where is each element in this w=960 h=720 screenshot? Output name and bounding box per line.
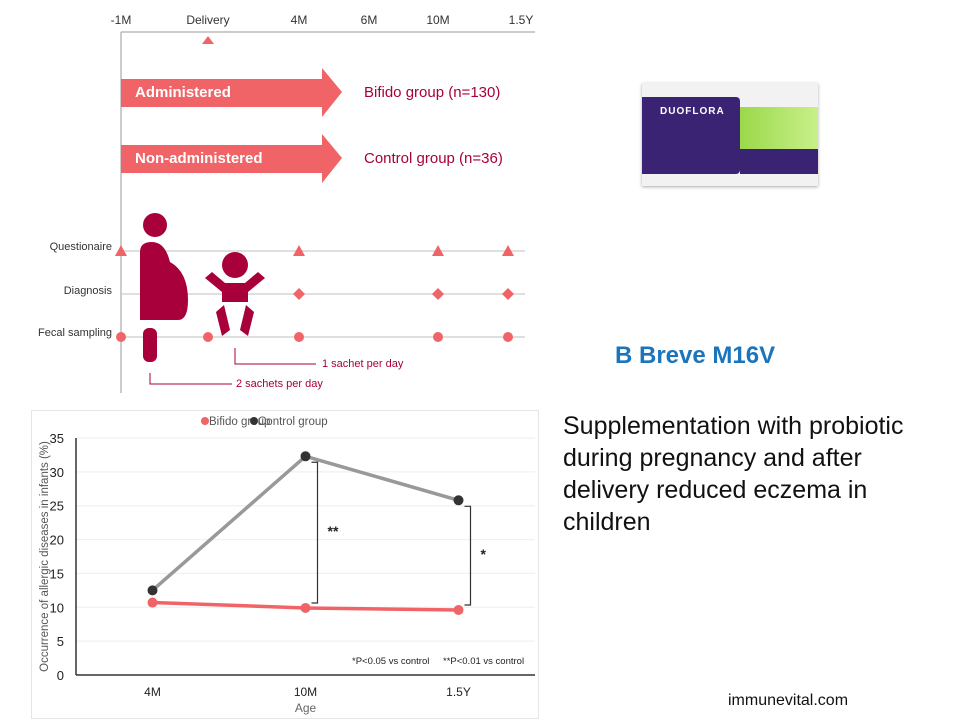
pregnant-woman-icon xyxy=(140,213,188,362)
footnote: *P<0.05 vs control xyxy=(352,656,429,667)
series-line-1 xyxy=(151,454,459,592)
mother-dose: 2 sachets per day xyxy=(236,378,323,390)
delivery-marker xyxy=(202,36,214,44)
tick-delivery: Delivery xyxy=(186,13,230,27)
y-tick-label: 30 xyxy=(50,465,64,480)
chart-frame xyxy=(31,410,539,719)
tick-4m: 4M xyxy=(290,13,308,27)
x-axis-title: Age xyxy=(295,701,317,715)
questionnaire-markers xyxy=(115,245,514,256)
non-administered-arrow xyxy=(121,134,342,183)
study-design-diagram xyxy=(115,31,535,393)
row-diagnosis: Diagnosis xyxy=(63,285,112,297)
diagnosis-markers xyxy=(293,288,514,300)
y-tick-label: 5 xyxy=(57,634,64,649)
y-tick-label: 10 xyxy=(50,600,64,615)
x-tick-label: 1.5Y xyxy=(446,685,471,699)
bifido-group-label: Bifido group (n=130) xyxy=(364,84,501,101)
y-axis-title: Occurrence of allergic diseases in infan… xyxy=(39,441,51,672)
y-tick-label: 15 xyxy=(50,566,64,581)
significance-bracket xyxy=(311,461,319,604)
data-point xyxy=(147,585,158,596)
significance-mark: * xyxy=(481,546,487,562)
infant-icon xyxy=(205,252,265,336)
row-questionnaire: Questionaire xyxy=(49,241,112,253)
website: immunevital.com xyxy=(728,692,849,709)
tick-6m: 6M xyxy=(360,13,378,27)
tick-1-5y: 1.5Y xyxy=(508,13,534,27)
infant-dose: 1 sachet per day xyxy=(322,358,404,370)
tick-minus-1m: -1M xyxy=(110,13,132,27)
product-title: B Breve M16V xyxy=(615,342,776,369)
data-point xyxy=(300,602,311,613)
data-point xyxy=(300,451,311,462)
legend-label: Control group xyxy=(258,416,328,428)
description: Supplementation with probiotic during pr… xyxy=(563,412,904,536)
y-tick-label: 20 xyxy=(50,533,64,548)
y-tick-label: 35 xyxy=(50,431,64,446)
non-administered-label: Non-administered xyxy=(135,150,263,167)
legend-marker xyxy=(250,417,258,425)
product-brand: DUOFLORA xyxy=(660,106,725,117)
legend-marker xyxy=(201,417,209,425)
product-box-image: DUOFLORA xyxy=(642,83,818,186)
footnote: **P<0.01 vs control xyxy=(443,656,524,667)
row-fecal-sampling: Fecal sampling xyxy=(38,327,112,339)
administered-arrow xyxy=(121,68,342,117)
fecal-sampling-markers xyxy=(116,332,513,342)
data-point xyxy=(147,597,158,608)
x-tick-label: 4M xyxy=(144,685,161,699)
administered-label: Administered xyxy=(135,84,231,101)
tick-10m: 10M xyxy=(426,13,450,27)
y-tick-label: 25 xyxy=(50,499,64,514)
x-tick-label: 10M xyxy=(294,685,317,699)
significance-mark: ** xyxy=(328,523,339,539)
significance-bracket xyxy=(464,505,472,606)
y-tick-label: 0 xyxy=(57,668,64,683)
data-point xyxy=(453,495,464,506)
allergy-chart: 0 5 10 15 20 25 30 35 4M 10M 1.5Y Age Occurrence of … xyxy=(39,416,535,715)
control-group-label: Control group (n=36) xyxy=(364,150,503,167)
data-point xyxy=(453,604,464,615)
